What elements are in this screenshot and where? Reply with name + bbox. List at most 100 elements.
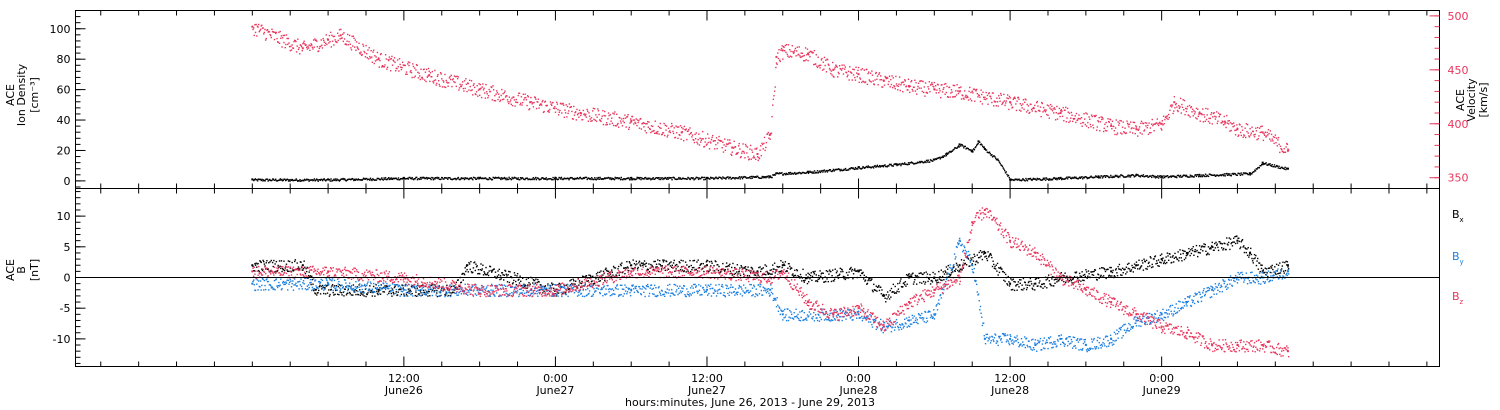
density-sample xyxy=(819,170,821,172)
velocity-sample xyxy=(266,28,269,31)
velocity-sample xyxy=(556,101,558,104)
velocity-sample xyxy=(820,64,822,67)
density-sample xyxy=(1255,168,1258,170)
bx-sample xyxy=(759,266,761,268)
density-sample xyxy=(1276,164,1278,167)
density-sample xyxy=(813,170,816,172)
bx-sample xyxy=(1116,274,1119,277)
density-sample xyxy=(738,177,740,179)
bx-sample xyxy=(453,291,455,294)
velocity-sample xyxy=(939,96,942,99)
velocity-sample xyxy=(401,61,404,64)
velocity-sample xyxy=(813,49,816,52)
density-sample xyxy=(729,176,732,179)
velocity-sample xyxy=(252,28,254,31)
bx-sample xyxy=(1214,247,1217,249)
density-sample xyxy=(260,179,263,182)
by-sample xyxy=(280,278,282,280)
bx-sample xyxy=(1180,257,1182,259)
bx-sample xyxy=(926,273,929,275)
bx-sample xyxy=(1204,243,1206,246)
bx-sample xyxy=(254,264,257,266)
density-sample xyxy=(266,178,269,180)
density-sample xyxy=(663,178,666,180)
density-sample xyxy=(1164,175,1167,178)
bx-sample xyxy=(789,268,792,270)
velocity-sample xyxy=(288,42,290,44)
bx-sample xyxy=(1126,263,1129,265)
bx-sample xyxy=(1191,249,1194,252)
velocity-sample xyxy=(1017,96,1020,99)
bx-sample xyxy=(734,272,737,275)
velocity-sample xyxy=(716,147,718,150)
bx-sample xyxy=(970,257,972,259)
velocity-sample xyxy=(724,138,726,140)
density-sample xyxy=(810,171,812,173)
bx-sample xyxy=(680,259,682,262)
bx-sample xyxy=(840,271,842,273)
density-sample xyxy=(499,177,501,179)
bx-sample xyxy=(736,271,738,273)
bx-sample xyxy=(506,281,509,283)
density-sample xyxy=(607,176,610,179)
top-left-axis-label-line-3: [cm⁻³] xyxy=(28,77,41,113)
density-sample xyxy=(929,161,931,163)
bx-sample xyxy=(691,268,693,271)
density-sample xyxy=(585,176,588,179)
velocity-sample xyxy=(359,52,361,54)
velocity-sample xyxy=(814,63,817,65)
density-sample xyxy=(818,171,820,173)
velocity-sample xyxy=(280,35,283,37)
bx-sample xyxy=(275,271,277,273)
velocity-sample xyxy=(281,37,284,39)
bx-sample xyxy=(324,293,327,295)
bx-sample xyxy=(744,266,747,268)
top-left-axis-label-line-2: Ion Density xyxy=(15,63,28,126)
bx-sample xyxy=(820,273,823,275)
bx-sample xyxy=(1188,250,1191,253)
bx-sample xyxy=(257,262,259,265)
velocity-sample xyxy=(827,63,829,65)
bx-sample xyxy=(1119,268,1121,271)
density-sample xyxy=(384,177,387,179)
left-tick-label: -10 xyxy=(53,333,71,346)
density-sample xyxy=(634,178,637,181)
density-sample xyxy=(950,150,953,153)
bx-sample xyxy=(465,265,468,267)
by-sample xyxy=(259,280,262,282)
velocity-sample xyxy=(531,103,533,105)
bx-sample xyxy=(1122,272,1124,274)
velocity-sample xyxy=(994,101,997,103)
bx-sample xyxy=(888,294,890,296)
density-sample xyxy=(994,157,997,159)
density-sample xyxy=(891,165,894,167)
density-sample xyxy=(860,168,862,170)
velocity-sample xyxy=(466,90,468,93)
velocity-sample xyxy=(1108,121,1111,123)
density-sample xyxy=(695,176,698,179)
velocity-sample xyxy=(784,44,787,47)
bx-point xyxy=(1286,264,1289,267)
velocity-sample xyxy=(1070,111,1073,114)
density-sample xyxy=(1280,166,1283,169)
velocity-sample xyxy=(1256,138,1258,141)
velocity-sample xyxy=(1282,151,1285,154)
density-sample xyxy=(937,157,939,159)
velocity-sample xyxy=(1131,132,1134,134)
density-sample xyxy=(556,178,558,181)
velocity-sample xyxy=(554,106,556,108)
density-sample xyxy=(972,148,975,150)
velocity-sample xyxy=(511,97,513,99)
bx-sample xyxy=(1202,250,1204,252)
bx-sample xyxy=(598,280,600,282)
density-sample xyxy=(1101,175,1103,177)
bx-sample xyxy=(477,273,479,275)
bx-sample xyxy=(956,264,958,266)
velocity-sample xyxy=(739,156,742,159)
velocity-sample xyxy=(967,96,969,98)
velocity-point xyxy=(832,68,835,71)
by-point xyxy=(933,313,936,316)
velocity-sample xyxy=(918,87,920,89)
density-sample xyxy=(263,180,266,182)
velocity-sample xyxy=(1044,109,1046,111)
